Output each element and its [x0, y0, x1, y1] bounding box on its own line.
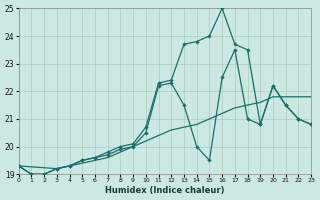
X-axis label: Humidex (Indice chaleur): Humidex (Indice chaleur): [105, 186, 225, 195]
